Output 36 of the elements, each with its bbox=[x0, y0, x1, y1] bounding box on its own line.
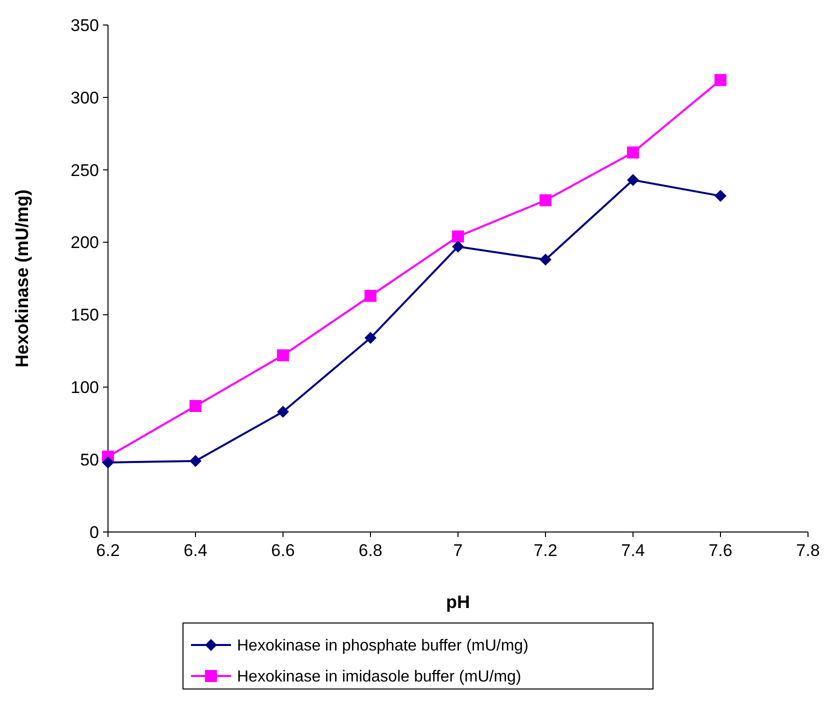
x-tick-label: 6.8 bbox=[358, 541, 382, 560]
y-tick-label: 0 bbox=[90, 522, 99, 542]
legend-label: Hexokinase in imidasole buffer (mU/mg) bbox=[237, 668, 522, 686]
point bbox=[190, 455, 202, 468]
y-tick-label: 150 bbox=[70, 306, 99, 325]
legend-label: Hexokinase in phosphate buffer (mU/mg) bbox=[237, 638, 528, 655]
y-tick-label: 100 bbox=[70, 378, 99, 398]
point bbox=[540, 194, 552, 206]
point bbox=[540, 254, 552, 266]
x-tick-label: 7.6 bbox=[708, 541, 732, 560]
point bbox=[627, 146, 639, 158]
x-tick-label: 7.4 bbox=[621, 541, 645, 560]
y-tick-label: 250 bbox=[70, 160, 99, 180]
point bbox=[364, 332, 376, 344]
x-tick-label: 7.8 bbox=[796, 541, 820, 560]
x-tick-label: 6.2 bbox=[96, 541, 120, 560]
x-tick-label: 6.4 bbox=[184, 541, 208, 560]
x-tick-label: 7.2 bbox=[534, 541, 558, 560]
point bbox=[452, 230, 464, 242]
x-tick-label: 6.6 bbox=[271, 541, 295, 560]
point bbox=[190, 400, 202, 412]
x-axis-title: pH bbox=[446, 592, 470, 612]
point bbox=[714, 74, 726, 86]
x-tick-label: 7 bbox=[453, 541, 463, 560]
point bbox=[277, 406, 289, 418]
point bbox=[452, 240, 464, 253]
point bbox=[102, 456, 114, 468]
y-tick-label: 200 bbox=[70, 233, 99, 252]
y-tick-label: 300 bbox=[70, 88, 99, 108]
point bbox=[277, 349, 289, 362]
point bbox=[364, 290, 376, 302]
y-tick-label: 350 bbox=[70, 16, 99, 35]
y-axis-title: Hexokinase (mU/mg) bbox=[12, 189, 32, 368]
point bbox=[714, 190, 726, 202]
y-tick-label: 50 bbox=[80, 450, 99, 470]
point bbox=[627, 174, 639, 186]
